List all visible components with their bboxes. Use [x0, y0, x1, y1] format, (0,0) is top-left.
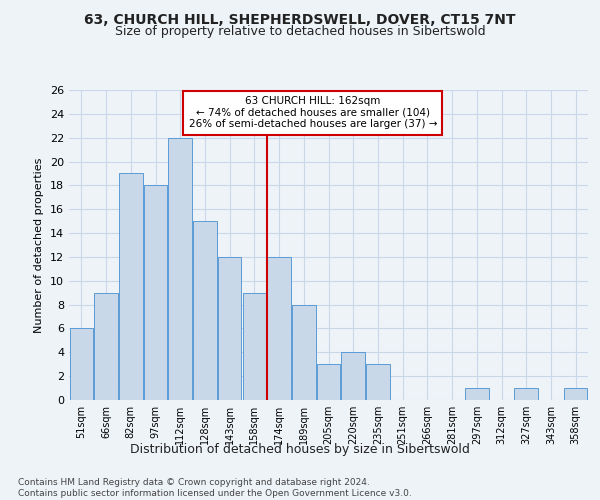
Bar — [514, 388, 538, 400]
Bar — [341, 352, 365, 400]
Bar — [268, 257, 291, 400]
Text: Size of property relative to detached houses in Sibertswold: Size of property relative to detached ho… — [115, 25, 485, 38]
Bar — [564, 388, 587, 400]
Text: 63, CHURCH HILL, SHEPHERDSWELL, DOVER, CT15 7NT: 63, CHURCH HILL, SHEPHERDSWELL, DOVER, C… — [84, 12, 516, 26]
Bar — [242, 292, 266, 400]
Text: Distribution of detached houses by size in Sibertswold: Distribution of detached houses by size … — [130, 442, 470, 456]
Text: Contains HM Land Registry data © Crown copyright and database right 2024.
Contai: Contains HM Land Registry data © Crown c… — [18, 478, 412, 498]
Bar — [317, 364, 340, 400]
Bar — [144, 186, 167, 400]
Bar — [119, 174, 143, 400]
Bar — [70, 328, 93, 400]
Bar — [218, 257, 241, 400]
Text: 63 CHURCH HILL: 162sqm
← 74% of detached houses are smaller (104)
26% of semi-de: 63 CHURCH HILL: 162sqm ← 74% of detached… — [188, 96, 437, 130]
Bar — [366, 364, 389, 400]
Bar — [193, 221, 217, 400]
Y-axis label: Number of detached properties: Number of detached properties — [34, 158, 44, 332]
Bar — [94, 292, 118, 400]
Bar — [465, 388, 488, 400]
Bar — [169, 138, 192, 400]
Bar — [292, 304, 316, 400]
